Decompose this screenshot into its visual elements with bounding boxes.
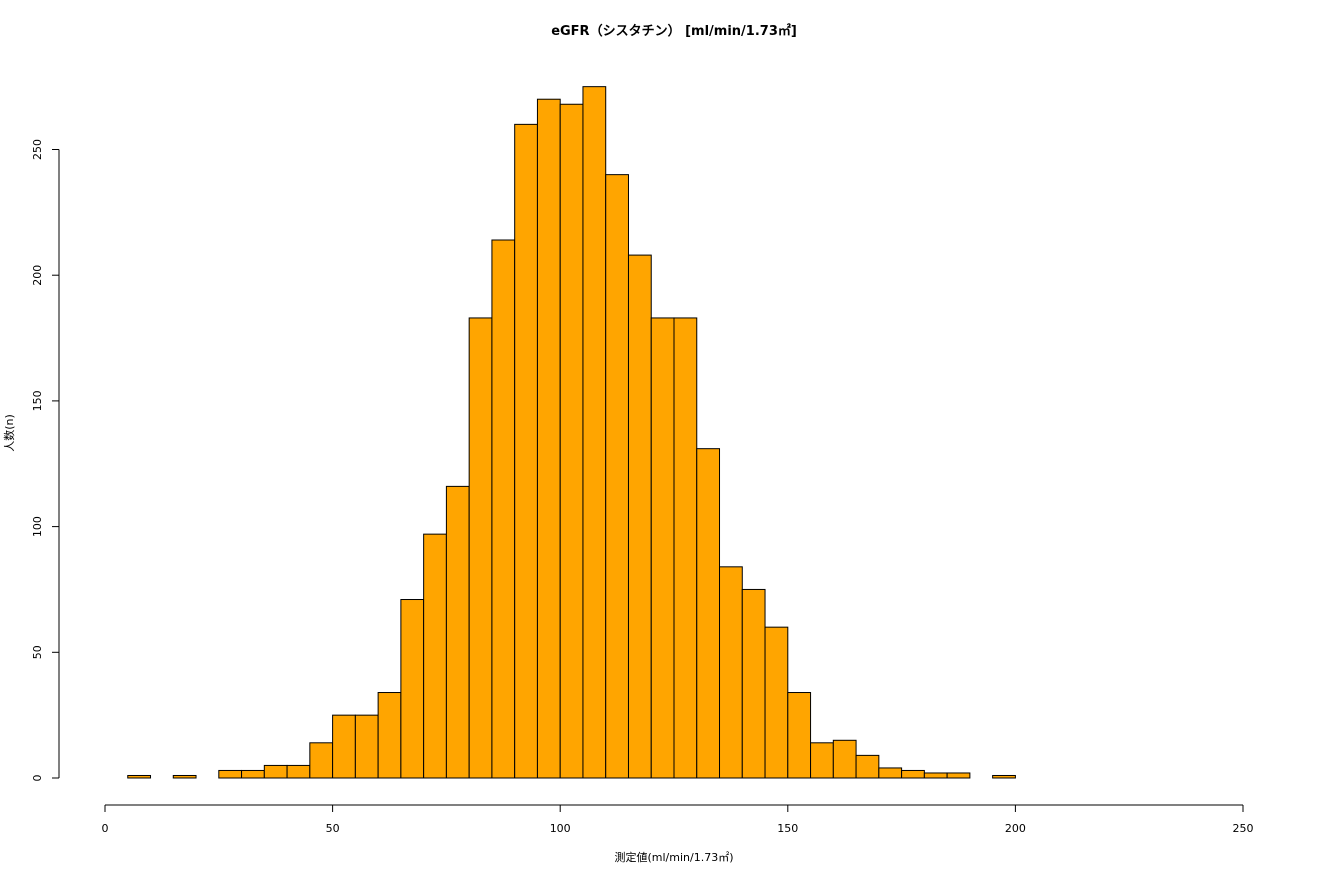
x-tick-label: 150 [777, 822, 798, 835]
histogram-bar [696, 448, 721, 779]
histogram-bar [673, 317, 698, 779]
x-tick-label: 100 [550, 822, 571, 835]
y-axis: 0 50 100 150 200 250 [31, 139, 60, 782]
y-axis-label: 人数(n) [3, 414, 16, 452]
histogram-bar [923, 772, 948, 779]
histogram-bars [127, 86, 1016, 779]
histogram-bar [901, 769, 925, 779]
histogram-bar [218, 769, 243, 779]
histogram-bar [468, 317, 493, 779]
histogram-bar [514, 123, 538, 779]
histogram-bar [559, 103, 584, 779]
y-tick-label: 0 [31, 775, 44, 782]
histogram-bar [354, 714, 379, 779]
histogram-bar [332, 714, 356, 779]
histogram-bar [719, 566, 743, 779]
x-tick-label: 250 [1233, 822, 1254, 835]
histogram-bar [650, 317, 675, 779]
y-tick-label: 150 [31, 390, 44, 411]
histogram-bar [582, 86, 607, 779]
histogram-bar [241, 769, 265, 779]
histogram-bar [286, 764, 311, 779]
histogram-bar [309, 742, 334, 779]
histogram-bar [127, 774, 152, 779]
histogram-bar [605, 174, 629, 779]
x-tick-label: 200 [1005, 822, 1026, 835]
histogram-bar [536, 98, 561, 779]
histogram-bar [423, 533, 447, 779]
histogram-bar [787, 692, 812, 779]
histogram-bar [946, 772, 971, 779]
histogram-bar [627, 254, 652, 779]
y-tick-label: 200 [31, 265, 44, 286]
histogram-bar [491, 239, 516, 779]
histogram-bar [764, 626, 789, 779]
histogram-bar [878, 767, 903, 779]
histogram-bar [992, 774, 1016, 779]
histogram-bar [172, 774, 197, 779]
histogram-bar [263, 764, 288, 779]
y-tick-label: 50 [31, 645, 44, 659]
x-axis-label: 測定値(ml/min/1.73㎡) [614, 850, 733, 864]
histogram-bar [810, 742, 834, 779]
histogram-bar [377, 692, 402, 779]
x-tick-label: 0 [102, 822, 109, 835]
histogram-bar [400, 599, 425, 779]
x-axis: 0 50 100 150 200 250 [102, 804, 1254, 835]
chart-title: eGFR（シスタチン） [ml/min/1.73㎡] [551, 23, 797, 39]
y-tick-label: 100 [31, 516, 44, 537]
histogram-bar [832, 739, 857, 779]
histogram-bar [741, 588, 766, 779]
y-tick-label: 250 [31, 139, 44, 160]
histogram-bar [855, 754, 880, 779]
histogram-bar [445, 485, 470, 779]
x-tick-label: 50 [326, 822, 340, 835]
